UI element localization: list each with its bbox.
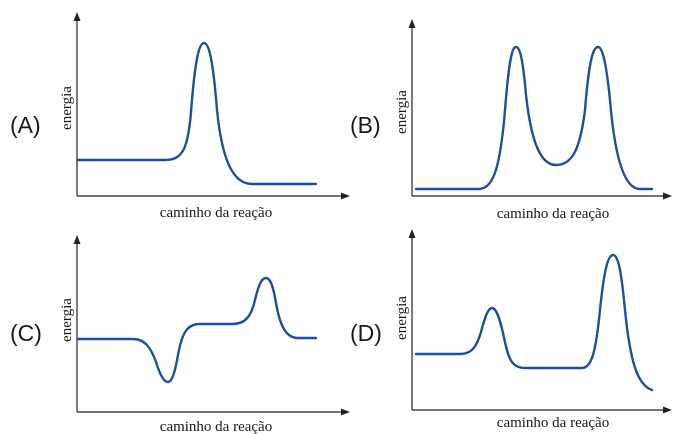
y-axis-label-b: energia	[394, 90, 410, 134]
y-axis-arrow-d	[408, 229, 416, 238]
energy-curve-d	[414, 253, 654, 392]
panel-letter-a: (A)	[10, 112, 41, 138]
panel-letter-d: (D)	[350, 320, 382, 346]
x-axis-arrow-c	[341, 408, 350, 416]
energy-curve-a	[76, 41, 318, 186]
x-axis-label-a: caminho da reação	[160, 205, 272, 221]
energy-curve-b	[414, 45, 654, 191]
y-axis-arrow-a	[73, 12, 81, 21]
panel-a: (A) energia caminho da reação	[10, 12, 350, 221]
x-axis-arrow-a	[341, 192, 350, 200]
panel-letter-c: (C)	[10, 320, 42, 346]
panel-letter-b: (B)	[350, 112, 381, 138]
y-axis-arrow-c	[73, 235, 81, 244]
y-axis-label-d: energia	[394, 296, 410, 340]
panel-c: (C) energia caminho da reação	[10, 235, 350, 434]
panel-d: (D) energia caminho da reação	[350, 229, 672, 431]
x-axis-label-d: caminho da reação	[497, 415, 609, 431]
y-axis-arrow-b	[408, 19, 416, 28]
y-axis-label-a: energia	[59, 86, 75, 130]
x-axis-arrow-b	[663, 192, 672, 200]
panel-b: (B) energia caminho da reação	[350, 19, 672, 222]
x-axis-label-b: caminho da reação	[497, 206, 609, 222]
x-axis-label-c: caminho da reação	[160, 419, 272, 434]
y-axis-label-c: energia	[59, 298, 75, 342]
x-axis-arrow-d	[663, 406, 672, 414]
energy-curve-c	[76, 276, 318, 384]
